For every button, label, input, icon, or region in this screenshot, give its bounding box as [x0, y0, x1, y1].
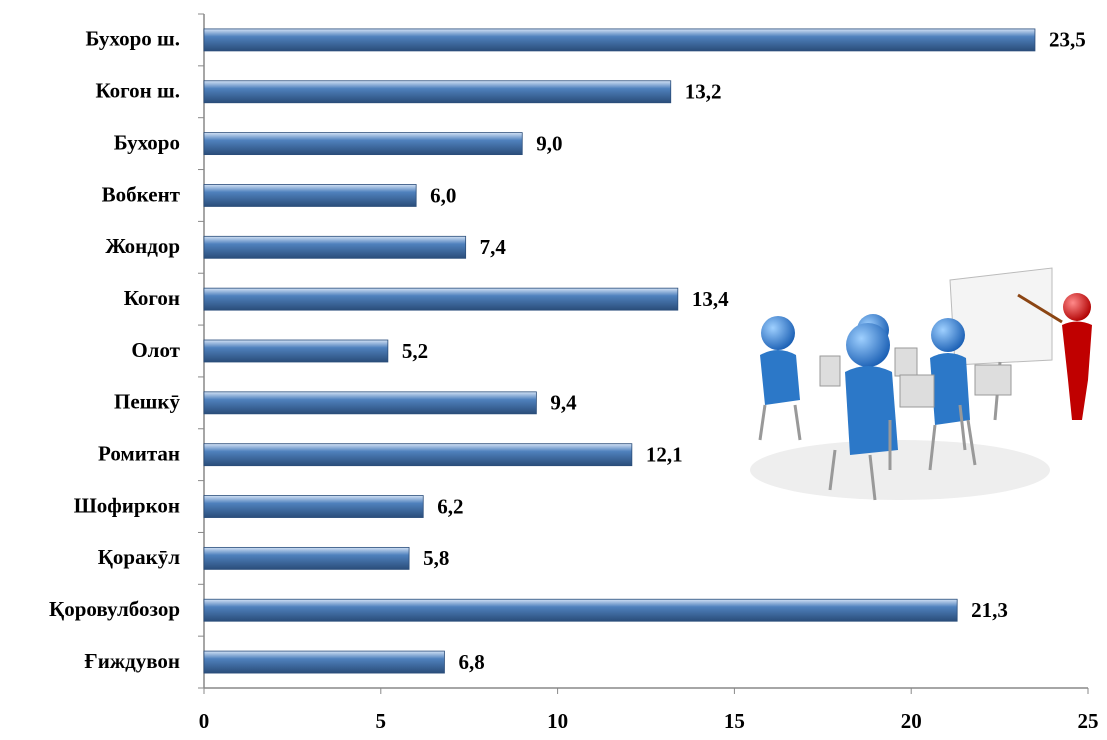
x-tick-label: 0	[199, 709, 210, 733]
illustration	[750, 267, 1092, 501]
y-tick-label: Қоровулбозор	[49, 597, 180, 621]
y-tick-label: Шофиркон	[74, 493, 180, 517]
bar	[203, 391, 537, 415]
y-tick-label: Олот	[131, 338, 180, 362]
bar	[203, 650, 445, 674]
y-tick-label: Ромитан	[98, 442, 180, 466]
y-tick-label: Қоракӯл	[98, 545, 181, 569]
x-tick-label: 25	[1078, 709, 1099, 733]
x-tick-label: 10	[547, 709, 568, 733]
y-tick-label: Бухоро	[114, 130, 180, 154]
value-label: 6,2	[437, 494, 463, 518]
y-tick-label: Пешкӯ	[114, 390, 180, 414]
y-tick-label: Вобкент	[102, 182, 181, 206]
value-label: 5,8	[423, 546, 449, 570]
bar	[203, 339, 389, 363]
value-label: 9,0	[536, 131, 562, 155]
value-label: 6,8	[458, 650, 484, 674]
value-label: 23,5	[1049, 28, 1086, 52]
bar	[203, 235, 467, 259]
bar	[203, 598, 958, 622]
y-tick-label: Когон ш.	[95, 79, 180, 103]
y-tick-label: Жондор	[105, 234, 180, 258]
value-label: 13,4	[692, 287, 729, 311]
y-tick-label: Бухоро ш.	[86, 27, 180, 51]
bar	[203, 132, 523, 156]
value-label: 6,0	[430, 183, 456, 207]
y-tick-label: Когон	[124, 286, 180, 310]
value-label: 9,4	[550, 391, 577, 415]
bar	[203, 546, 410, 570]
value-label: 7,4	[480, 235, 507, 259]
bar	[203, 443, 633, 467]
x-tick-label: 15	[724, 709, 745, 733]
bar	[203, 495, 424, 518]
bar	[203, 287, 679, 311]
x-tick-label: 5	[376, 709, 387, 733]
bar	[203, 80, 672, 104]
value-label: 13,2	[685, 80, 722, 104]
value-label: 12,1	[646, 443, 683, 467]
bar	[203, 28, 1036, 52]
bar	[203, 184, 417, 207]
value-label: 21,3	[971, 598, 1008, 622]
y-tick-label: Ғиждувон	[84, 649, 180, 673]
x-tick-label: 20	[901, 709, 922, 733]
value-label: 5,2	[402, 339, 428, 363]
